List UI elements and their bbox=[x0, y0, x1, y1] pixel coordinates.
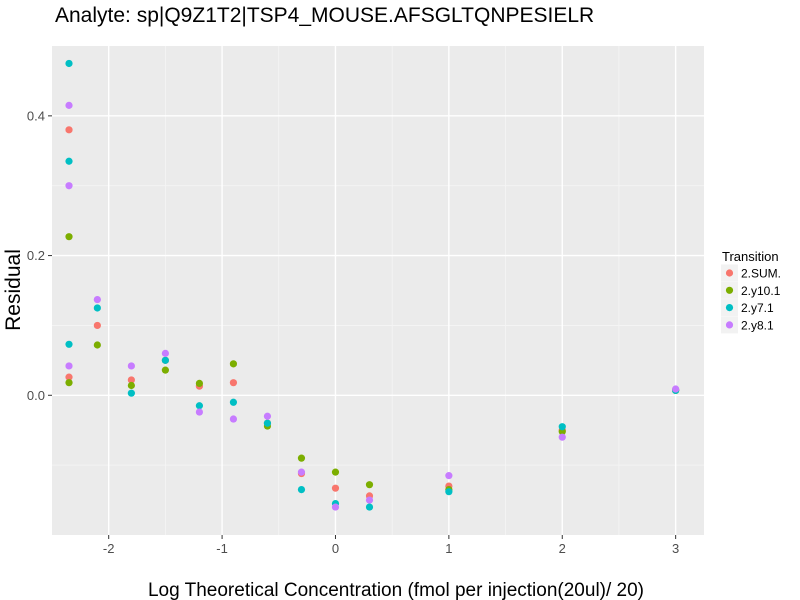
series-2.y8.1 bbox=[65, 101, 680, 511]
data-point bbox=[65, 373, 73, 381]
data-point bbox=[65, 362, 73, 370]
x-tick-label: 0 bbox=[332, 541, 339, 556]
data-point bbox=[161, 366, 169, 374]
data-point bbox=[229, 415, 238, 423]
data-point bbox=[365, 496, 374, 504]
grid-major bbox=[52, 46, 704, 535]
data-point bbox=[161, 356, 169, 364]
data-point bbox=[558, 423, 566, 431]
x-tick-label: -2 bbox=[103, 541, 115, 556]
data-point bbox=[161, 349, 169, 357]
x-tick-label: 3 bbox=[672, 541, 679, 556]
data-point bbox=[229, 398, 238, 406]
x-axis-title: Log Theoretical Concentration (fmol per … bbox=[148, 580, 644, 600]
data-point bbox=[195, 408, 204, 416]
data-point bbox=[65, 126, 73, 134]
data-point bbox=[127, 381, 135, 390]
legend-label: 2.y8.1 bbox=[741, 318, 774, 332]
data-point bbox=[195, 379, 204, 388]
legend: Transition 2.SUM. 2.y10.1 2.y7.1 2.y8.1 bbox=[721, 249, 781, 334]
data-point bbox=[93, 341, 101, 349]
data-point bbox=[263, 419, 272, 427]
y-tick-label: 0.2 bbox=[27, 248, 45, 263]
data-point bbox=[65, 59, 73, 68]
data-point bbox=[263, 412, 272, 420]
data-point bbox=[445, 488, 453, 496]
legend-label: 2.y7.1 bbox=[741, 301, 774, 315]
data-point bbox=[229, 360, 238, 368]
data-point bbox=[365, 481, 374, 489]
grid-minor bbox=[52, 46, 704, 535]
data-point bbox=[127, 362, 135, 370]
data-point bbox=[331, 468, 340, 476]
x-tick-label: 2 bbox=[559, 541, 566, 556]
y-tick-label: 0.0 bbox=[27, 388, 45, 403]
legend-label: 2.y10.1 bbox=[741, 284, 781, 298]
data-point bbox=[93, 304, 101, 312]
data-point bbox=[229, 379, 238, 387]
data-point bbox=[331, 484, 340, 492]
data-points bbox=[65, 59, 680, 511]
data-point bbox=[65, 233, 73, 241]
data-point bbox=[297, 454, 306, 462]
legend-key bbox=[725, 321, 734, 329]
data-point bbox=[65, 379, 73, 387]
legend-key bbox=[725, 286, 734, 294]
data-point bbox=[65, 101, 73, 109]
data-point bbox=[65, 182, 73, 190]
data-point bbox=[93, 321, 101, 330]
x-axis-ticks: -2 -1 0 1 2 3 bbox=[103, 535, 679, 556]
legend-label: 2.SUM. bbox=[741, 267, 781, 281]
data-point bbox=[365, 503, 374, 511]
data-point bbox=[127, 376, 135, 384]
legend-key bbox=[725, 269, 734, 277]
y-axis-title: Residual bbox=[2, 249, 25, 331]
data-point bbox=[93, 295, 101, 304]
plot-panel bbox=[52, 46, 704, 535]
y-axis-ticks: 0.0 0.2 0.4 bbox=[27, 108, 52, 403]
data-point bbox=[127, 389, 135, 397]
data-point bbox=[672, 385, 680, 393]
data-point bbox=[331, 503, 340, 511]
data-point bbox=[65, 340, 73, 348]
data-point bbox=[558, 433, 566, 441]
data-point bbox=[195, 402, 204, 410]
y-tick-label: 0.4 bbox=[27, 108, 45, 123]
data-point bbox=[297, 485, 306, 494]
legend-key bbox=[725, 304, 734, 312]
data-point bbox=[297, 468, 306, 476]
data-point bbox=[445, 472, 453, 480]
legend-title: Transition bbox=[722, 249, 779, 264]
x-tick-label: -1 bbox=[216, 541, 228, 556]
x-tick-label: 1 bbox=[445, 541, 452, 556]
data-point bbox=[65, 157, 73, 165]
chart-title: Analyte: sp|Q9Z1T2|TSP4_MOUSE.AFSGLTQNPE… bbox=[55, 4, 594, 27]
